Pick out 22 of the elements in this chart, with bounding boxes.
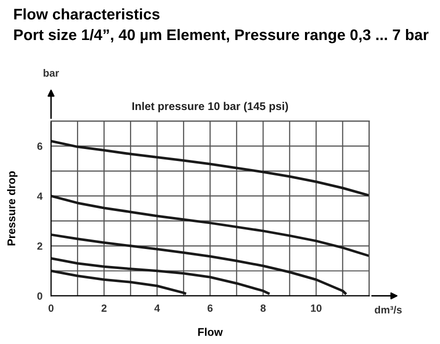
text: bar bbox=[44, 69, 59, 77]
line-series bbox=[51, 257, 270, 295]
line-series bbox=[51, 270, 186, 295]
x-axis-title: Flow bbox=[198, 328, 223, 336]
line-series bbox=[51, 233, 347, 295]
x-tick-label: 10 bbox=[311, 304, 322, 312]
y-tick-label: 0 bbox=[37, 292, 42, 300]
y-tick-label: 2 bbox=[37, 242, 42, 250]
x-tick-label: 4 bbox=[154, 304, 160, 312]
x-tick-label: 6 bbox=[208, 304, 213, 312]
y-axis-title: Pressure drop bbox=[7, 171, 18, 246]
y-tick-label: 6 bbox=[37, 142, 42, 150]
y-tick-label: 4 bbox=[37, 192, 43, 200]
text: Inlet pressure 10 bar (145 psi) bbox=[132, 102, 288, 112]
chart-subtitle: Port size 1/4”, 40 µm Element, Pressure range 0,3 ... 7 bar bbox=[14, 28, 429, 44]
chart-title: Flow characteristics bbox=[14, 8, 160, 20]
text: dm³/s bbox=[374, 306, 402, 314]
line-series bbox=[51, 140, 370, 197]
line-series bbox=[51, 194, 370, 258]
x-tick-label: 8 bbox=[260, 304, 266, 312]
x-tick-label: 2 bbox=[102, 304, 107, 312]
x-tick-label: 0 bbox=[48, 304, 54, 312]
